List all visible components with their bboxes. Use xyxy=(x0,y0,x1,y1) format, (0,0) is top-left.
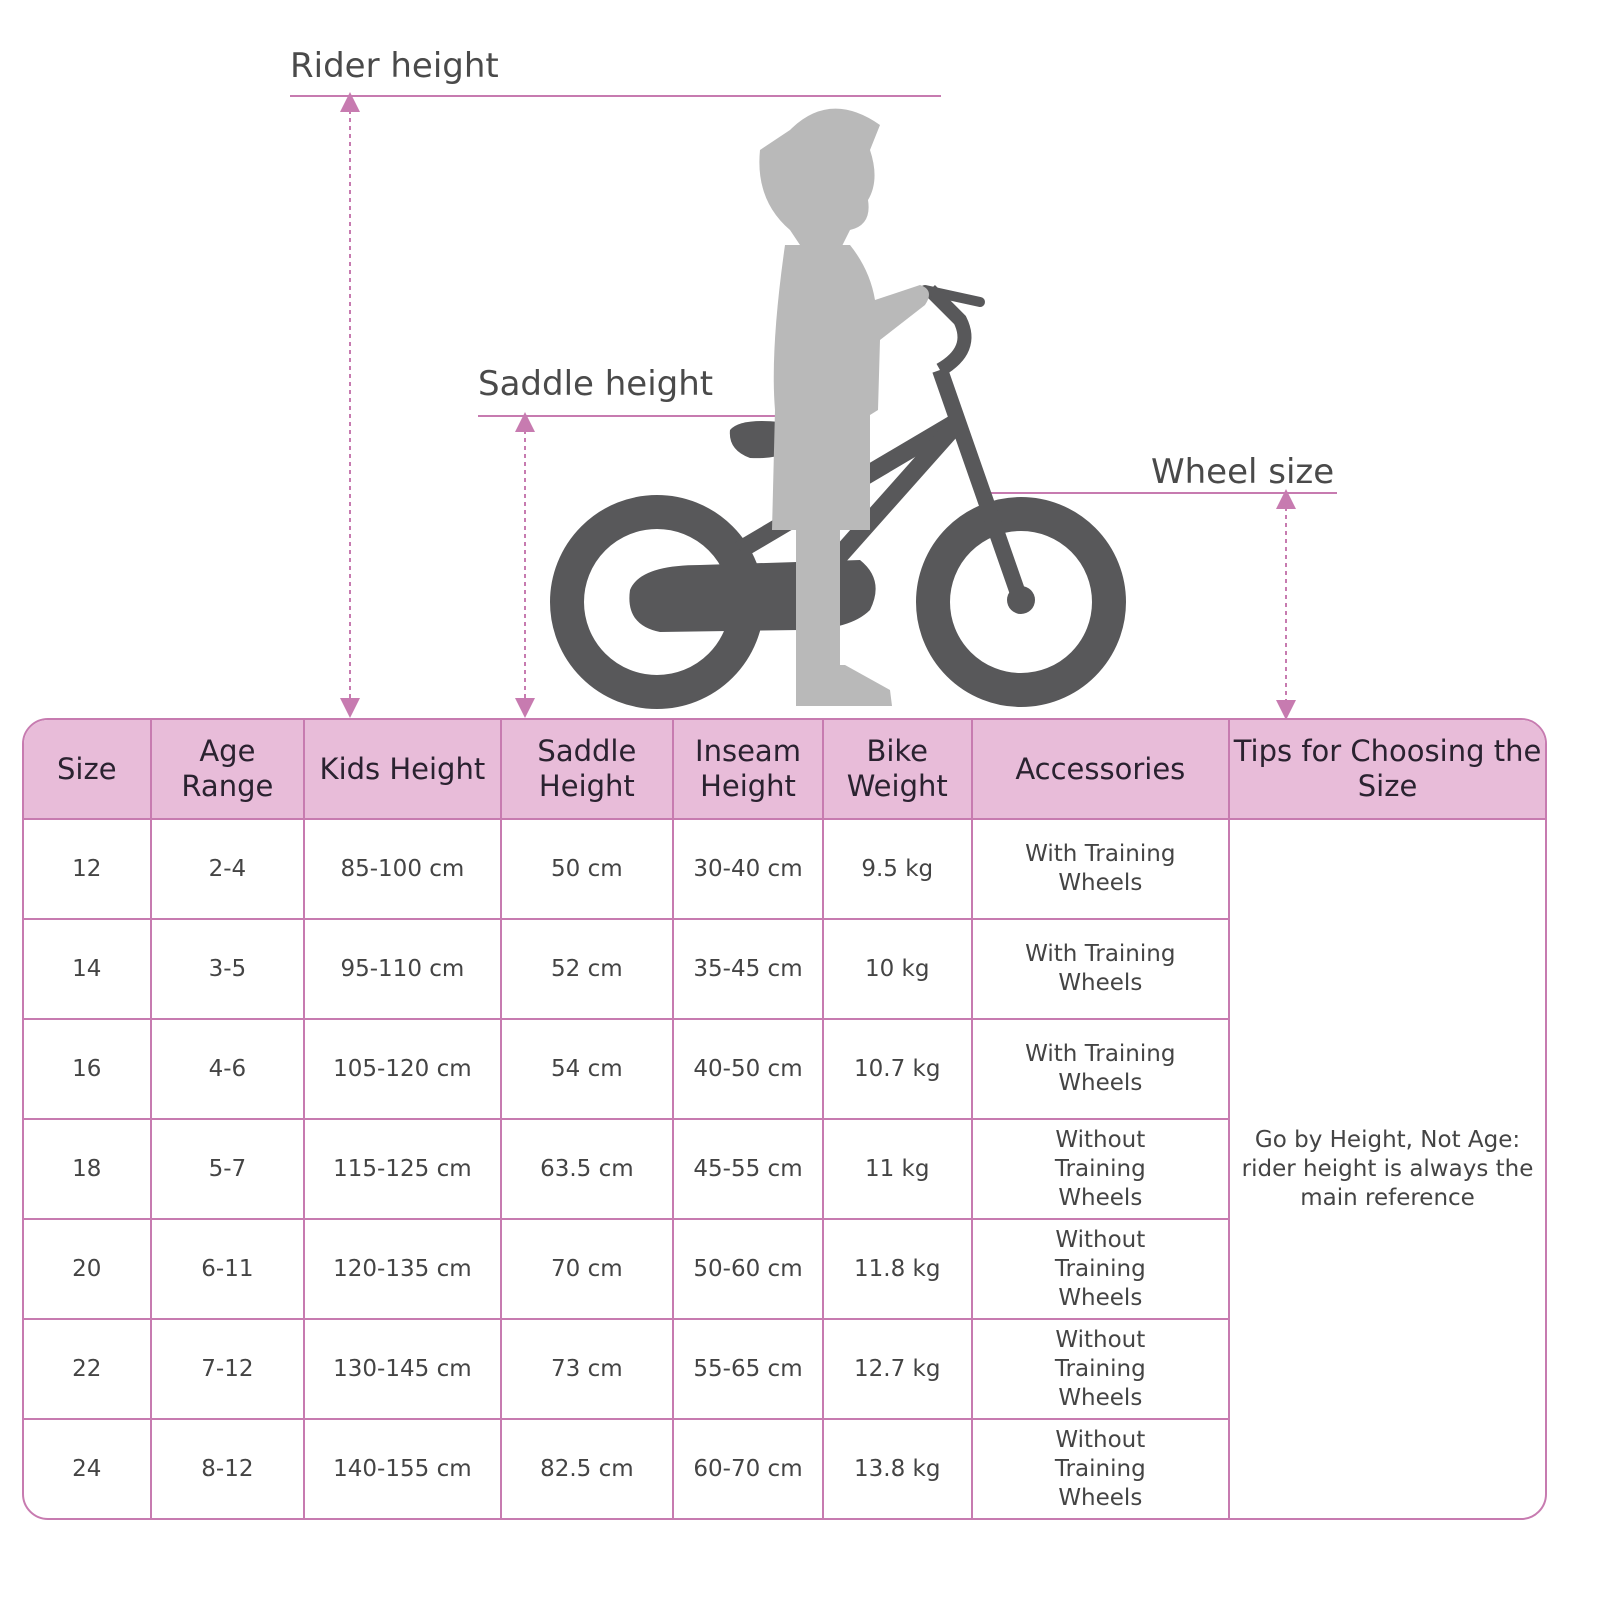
cell-accessories: With Training Wheels xyxy=(972,1020,1231,1120)
cell-saddle-height: 82.5 cm xyxy=(502,1420,675,1518)
cell-bike-weight: 10.7 kg xyxy=(823,1020,973,1120)
cell-bike-weight: 11.8 kg xyxy=(823,1220,973,1320)
cell-age-range: 3-5 xyxy=(151,920,306,1020)
cell-saddle-height: 70 cm xyxy=(501,1220,675,1320)
header-saddle-height: Saddle Height xyxy=(501,720,675,820)
cell-bike-weight: 11 kg xyxy=(823,1120,973,1220)
cell-age-range: 7-12 xyxy=(151,1320,306,1420)
cell-accessories: Without Training Wheels xyxy=(972,1320,1231,1420)
header-inseam-height: Inseam Height xyxy=(674,720,824,820)
cell-age-range: 2-4 xyxy=(151,820,306,920)
table-row: 24 8-12 140-155 cm 82.5 cm 60-70 cm 13.8 kg Wi… xyxy=(24,1420,1545,1518)
cell-accessories: Without Training Wheels xyxy=(972,1120,1231,1220)
cell-size: 24 xyxy=(24,1420,152,1518)
cell-kids-height: 130-145 cm xyxy=(305,1320,502,1420)
cell-inseam-height: 50-60 cm xyxy=(674,1220,824,1320)
cell-saddle-height: 73 cm xyxy=(501,1320,675,1420)
saddle-height-label: Saddle height xyxy=(478,364,714,404)
cell-kids-height: 115-125 cm xyxy=(305,1120,502,1220)
cell-size: 22 xyxy=(24,1320,152,1420)
cell-age-range: 4-6 xyxy=(151,1020,306,1120)
cell-bike-weight: 13.8 kg xyxy=(824,1420,973,1518)
cell-accessories: With Training Wheels xyxy=(972,920,1231,1020)
table-row: 22 7-12 130-145 cm 73 cm 55-65 cm 12.7 kg With… xyxy=(24,1320,1545,1420)
cell-inseam-height: 60-70 cm xyxy=(674,1420,824,1518)
header-tips: Tips for Choosing the Size xyxy=(1230,720,1545,820)
cell-accessories: Without Training Wheels xyxy=(973,1420,1231,1518)
cell-inseam-height: 40-50 cm xyxy=(674,1020,824,1120)
wheel-size-label: Wheel size xyxy=(1151,452,1335,492)
cell-saddle-height: 63.5 cm xyxy=(501,1120,675,1220)
header-kids-height: Kids Height xyxy=(305,720,502,820)
cell-kids-height: 140-155 cm xyxy=(305,1420,502,1518)
header-accessories: Accessories xyxy=(972,720,1231,820)
header-age-range: Age Range xyxy=(151,720,306,820)
rider-height-label: Rider height xyxy=(290,46,499,86)
cell-age-range: 6-11 xyxy=(151,1220,306,1320)
cell-size: 18 xyxy=(24,1120,152,1220)
cell-inseam-height: 55-65 cm xyxy=(674,1320,824,1420)
cell-inseam-height: 35-45 cm xyxy=(674,920,824,1020)
cell-size: 16 xyxy=(24,1020,152,1120)
cell-size: 20 xyxy=(24,1220,152,1320)
table-row: 18 5-7 115-125 cm 63.5 cm 45-55 cm 11 kg Witho… xyxy=(24,1120,1545,1220)
cell-tips: Go by Height, Not Age: rider height is a… xyxy=(1241,1126,1534,1211)
cell-kids-height: 105-120 cm xyxy=(305,1020,502,1120)
cell-bike-weight: 10 kg xyxy=(823,920,973,1020)
cell-bike-weight: 9.5 kg xyxy=(823,820,973,920)
table-row: 14 3-5 95-110 cm 52 cm 35-45 cm 10 kg With Tra… xyxy=(24,920,1545,1020)
table-row: 12 2-4 85-100 cm 50 cm 30-40 cm 9.5 kg With Tr… xyxy=(24,820,1545,1211)
table-row: 20 6-11 120-135 cm 70 cm 50-60 cm 11.8 kg With… xyxy=(24,1220,1545,1320)
cell-age-range: 8-12 xyxy=(152,1420,306,1518)
child-silhouette-icon xyxy=(759,108,929,706)
cell-accessories: Without Training Wheels xyxy=(972,1220,1231,1320)
cell-inseam-height: 45-55 cm xyxy=(674,1120,824,1220)
cell-kids-height: 120-135 cm xyxy=(305,1220,502,1320)
table-header-row: Size Age Range Kids Height Saddle Height… xyxy=(24,720,1545,820)
table-row: 16 4-6 105-120 cm 54 cm 40-50 cm 10.7 kg With … xyxy=(24,1020,1545,1120)
header-size: Size xyxy=(24,720,152,820)
size-chart-table: Size Age Range Kids Height Saddle Height… xyxy=(22,718,1547,1520)
cell-age-range: 5-7 xyxy=(151,1120,306,1220)
cell-bike-weight: 12.7 kg xyxy=(823,1320,973,1420)
header-bike-weight: Bike Weight xyxy=(823,720,973,820)
cell-saddle-height: 54 cm xyxy=(501,1020,675,1120)
bike-illustration xyxy=(290,92,1337,720)
cell-size: 14 xyxy=(24,920,152,1020)
cell-accessories: With Training Wheels xyxy=(972,820,1231,920)
cell-inseam-height: 30-40 cm xyxy=(674,820,824,920)
cell-kids-height: 85-100 cm xyxy=(305,820,502,920)
cell-kids-height: 95-110 cm xyxy=(305,920,502,1020)
cell-saddle-height: 52 cm xyxy=(501,920,675,1020)
cell-saddle-height: 50 cm xyxy=(501,820,675,920)
cell-size: 12 xyxy=(24,820,152,920)
